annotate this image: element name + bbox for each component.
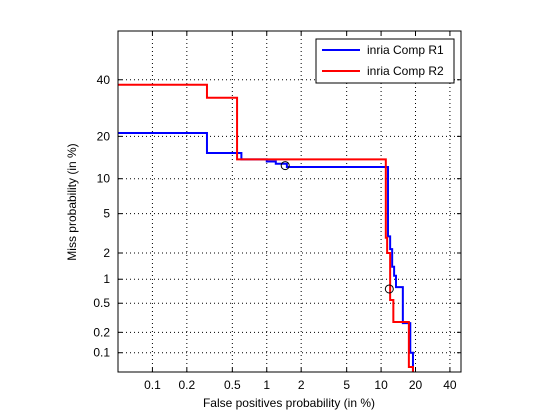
y-tick-labels: 0.1 0.2 0.5 1 2 5 10 20 40: [93, 73, 110, 360]
x-tick-label: 5: [343, 378, 350, 392]
y-tick-label: 5: [103, 207, 110, 221]
series-layer: [118, 83, 414, 372]
y-tick-label: 1: [103, 272, 110, 286]
x-axis-label: False positives probability (in %): [203, 396, 375, 410]
operating-point-marker: [280, 161, 290, 171]
marker-layer: [280, 161, 394, 294]
y-tick-label: 0.1: [93, 346, 110, 360]
x-tick-label: 0.1: [144, 378, 161, 392]
legend-label-r2: inria Comp R2: [367, 64, 444, 78]
x-tick-label: 2: [298, 378, 305, 392]
legend-box: [315, 38, 455, 84]
tick-layer: [118, 31, 461, 372]
grid-layer: [118, 31, 461, 372]
operating-point-marker: [384, 284, 394, 294]
x-tick-label: 40: [443, 378, 457, 392]
x-tick-label: 0.5: [224, 378, 241, 392]
x-tick-labels: 0.1 0.2 0.5 1 2 5 10 20 40: [144, 378, 457, 392]
y-tick-label: 10: [97, 172, 111, 186]
plot-frame: [117, 30, 462, 373]
x-tick-label: 0.2: [178, 378, 195, 392]
x-tick-label: 10: [374, 378, 388, 392]
x-tick-label: 1: [263, 378, 270, 392]
series-line-1: [118, 131, 414, 372]
y-axis-label: Miss probability (in %): [65, 143, 79, 260]
y-tick-label: 2: [103, 246, 110, 260]
legend-label-r1: inria Comp R1: [367, 43, 444, 57]
y-tick-label: 20: [97, 129, 111, 143]
y-tick-label: 0.2: [93, 325, 110, 339]
series-line-2: [118, 83, 414, 372]
legend: inria Comp R1 inria Comp R2: [315, 38, 455, 84]
y-tick-label: 40: [97, 73, 111, 87]
y-tick-label: 0.5: [93, 296, 110, 310]
x-tick-label: 20: [409, 378, 423, 392]
